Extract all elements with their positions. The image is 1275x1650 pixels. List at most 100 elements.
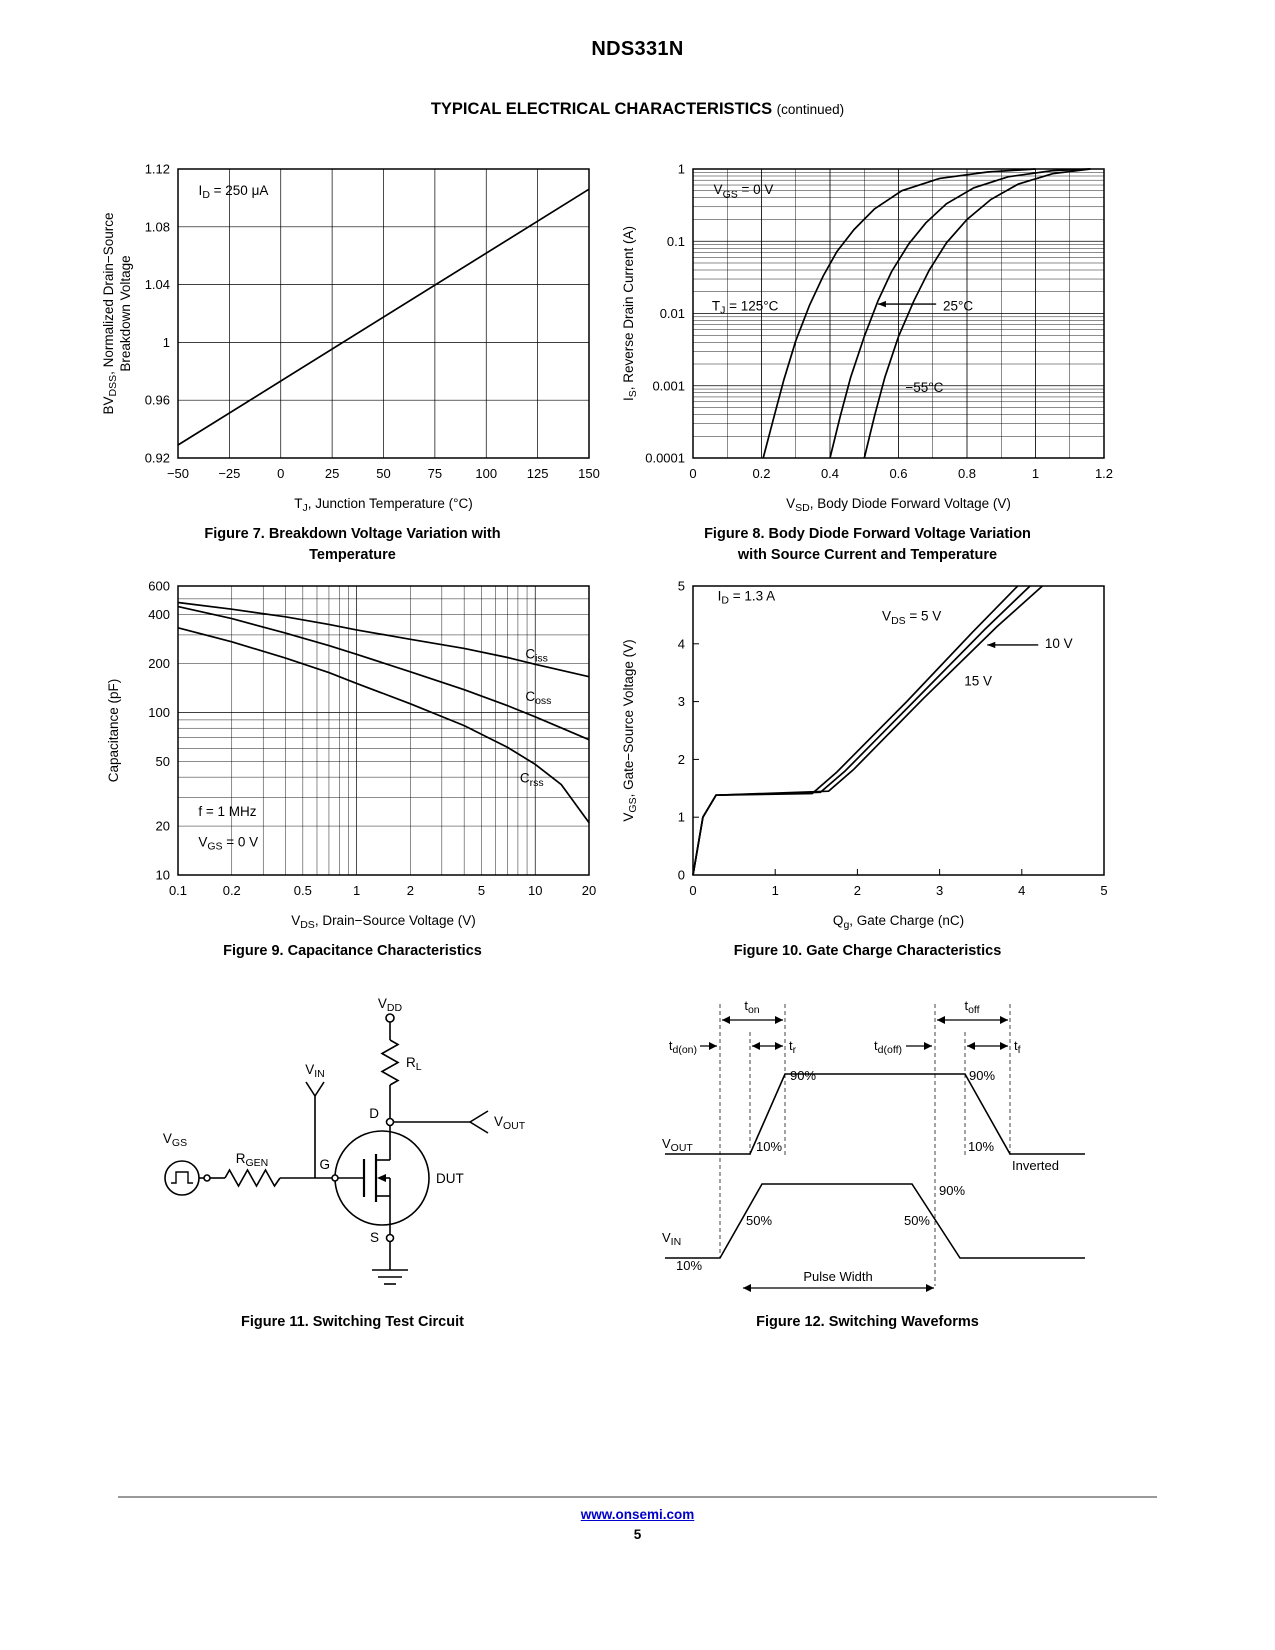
drain-label: D	[369, 1106, 379, 1121]
svg-text:1: 1	[678, 810, 685, 825]
section-continued-text: (continued)	[776, 102, 845, 117]
vin-10-label: 10%	[676, 1258, 702, 1273]
vin-fall-90-label: 90%	[939, 1183, 965, 1198]
section-heading: TYPICAL ELECTRICAL CHARACTERISTICS (cont…	[0, 100, 1275, 119]
pulse-width-label: Pulse Width	[803, 1269, 872, 1284]
plot-frame	[177, 585, 590, 876]
chart-annotation: 10 V	[1045, 636, 1073, 651]
chart-annotation: VDS = 5 V	[882, 609, 941, 627]
chart-annotation: Crss	[520, 771, 544, 789]
gridlines	[177, 585, 590, 876]
waveform-labels: ton toff td(on) tr td(off) tf VOUT VIN 9…	[662, 998, 1059, 1284]
svg-text:1.12: 1.12	[145, 162, 170, 177]
ground-symbol	[372, 1269, 408, 1285]
vout-label: VOUT	[494, 1114, 526, 1132]
svg-text:5: 5	[478, 883, 485, 898]
x-axis-label: Qg, Gate Charge (nC)	[833, 913, 964, 931]
svg-text:50: 50	[156, 754, 170, 769]
vdd-terminal	[385, 1013, 395, 1023]
vout-rise-90-label: 90%	[790, 1068, 816, 1083]
fig12-caption: Figure 12. Switching Waveforms	[756, 1314, 979, 1330]
vgs-label: VGS	[163, 1131, 187, 1149]
svg-text:0.001: 0.001	[652, 378, 685, 393]
chart-annotation: VGS = 0 V	[714, 182, 774, 200]
chart-annotation: TJ = 125°C	[712, 299, 779, 317]
chart-annotation: f = 1 MHz	[198, 804, 256, 819]
td-off-label: td(off)	[874, 1038, 902, 1056]
footer-rule	[118, 1496, 1157, 1498]
x-axis-label: TJ, Junction Temperature (°C)	[294, 496, 472, 514]
series-ciss	[177, 601, 590, 678]
svg-text:20: 20	[156, 819, 170, 834]
mosfet-arrow	[377, 1174, 386, 1182]
svg-text:0.2: 0.2	[752, 466, 770, 481]
axis-ticks	[692, 585, 1105, 876]
svg-text:1.2: 1.2	[1095, 466, 1113, 481]
series-vds-5v	[692, 585, 1019, 876]
svg-text:100: 100	[148, 705, 170, 720]
svg-text:0.96: 0.96	[145, 393, 170, 408]
toff-label: toff	[964, 998, 979, 1016]
tf-label: tf	[1014, 1038, 1021, 1056]
svg-text:75: 75	[428, 466, 442, 481]
rl-label: RL	[406, 1055, 422, 1073]
dut-label: DUT	[436, 1171, 464, 1186]
source-label: S	[370, 1230, 379, 1245]
series-tj-125c	[762, 168, 1036, 459]
svg-text:1: 1	[1032, 466, 1039, 481]
svg-text:4: 4	[1018, 883, 1025, 898]
svg-text:100: 100	[475, 466, 497, 481]
onsemi-link[interactable]: www.onsemi.com	[580, 1507, 695, 1522]
tick-labels: −50 −25 0 25 50 75 100 125 150 0.92 0.96 1 1.04 1.08 1…	[145, 162, 600, 482]
vout-rise-10-label: 10%	[756, 1139, 782, 1154]
footer: www.onsemi.com	[0, 1506, 1275, 1524]
capacitance-chart: 0.1 0.2 0.5 1 2 5 10 20 600 400 200 100 50 20 10 VDS, D…	[106, 579, 596, 932]
switching-test-circuit-diagram: VDD RL D VOUT G DUT S RGEN VGS VIN	[163, 996, 526, 1285]
y-axis-label: Capacitance (pF)	[106, 679, 121, 783]
svg-text:0.1: 0.1	[667, 234, 685, 249]
page-title: NDS331N	[591, 38, 684, 60]
fig11-caption: Figure 11. Switching Test Circuit	[241, 1314, 464, 1330]
svg-text:0.5: 0.5	[294, 883, 312, 898]
chart-annotation: ID = 1.3 A	[718, 588, 776, 606]
timing-arrows	[700, 1016, 1008, 1292]
svg-text:3: 3	[936, 883, 943, 898]
chart-annotation: ID = 250 μA	[199, 183, 269, 201]
chart-annotation: VGS = 0 V	[198, 834, 258, 852]
svg-text:−50: −50	[167, 466, 189, 481]
series-tj-minus55c	[863, 168, 1091, 459]
switching-waveforms-diagram: ton toff td(on) tr td(off) tf VOUT VIN 9…	[662, 998, 1085, 1292]
svg-text:0.92: 0.92	[145, 451, 170, 466]
gate-charge-chart: 0 1 2 3 4 5 0 1 2 3 4 5 Qg, Gate Charge (nC) VGS, Gat…	[621, 579, 1108, 932]
page-number: 5	[633, 1527, 642, 1542]
x-axis-label: VDS, Drain−Source Voltage (V)	[291, 913, 476, 931]
plot-frame	[692, 585, 1105, 876]
svg-text:200: 200	[148, 656, 170, 671]
chart-annotation: 15 V	[964, 673, 992, 688]
rgen-resistor	[224, 1168, 281, 1188]
plot-frame	[692, 168, 1105, 459]
svg-text:10: 10	[528, 883, 542, 898]
gridlines	[177, 168, 590, 459]
vout-fall-10-label: 10%	[968, 1139, 994, 1154]
vin-rise-50-label: 50%	[746, 1213, 772, 1228]
mosfet-symbol	[334, 1125, 430, 1235]
annotation-arrowhead	[987, 641, 996, 649]
tr-label: tr	[789, 1038, 797, 1056]
pulse-generator	[164, 1160, 211, 1196]
vin-probe	[305, 1081, 325, 1178]
source-node	[385, 1233, 395, 1243]
svg-text:0.0001: 0.0001	[645, 451, 685, 466]
fig9-caption: Figure 9. Capacitance Characteristics	[223, 943, 482, 959]
svg-text:4: 4	[678, 636, 685, 651]
svg-text:5: 5	[678, 579, 685, 594]
plot-frame	[177, 168, 590, 459]
drain-node	[385, 1117, 395, 1127]
svg-text:2: 2	[407, 883, 414, 898]
svg-text:0.4: 0.4	[821, 466, 839, 481]
chart-annotation: Ciss	[525, 646, 548, 664]
tick-labels: 0 1 2 3 4 5 0 1 2 3 4 5	[678, 579, 1108, 899]
series-bvdss-normalized	[177, 188, 590, 446]
fig7-caption: Figure 7. Breakdown Voltage Variation wi…	[204, 526, 501, 564]
svg-text:0: 0	[277, 466, 284, 481]
